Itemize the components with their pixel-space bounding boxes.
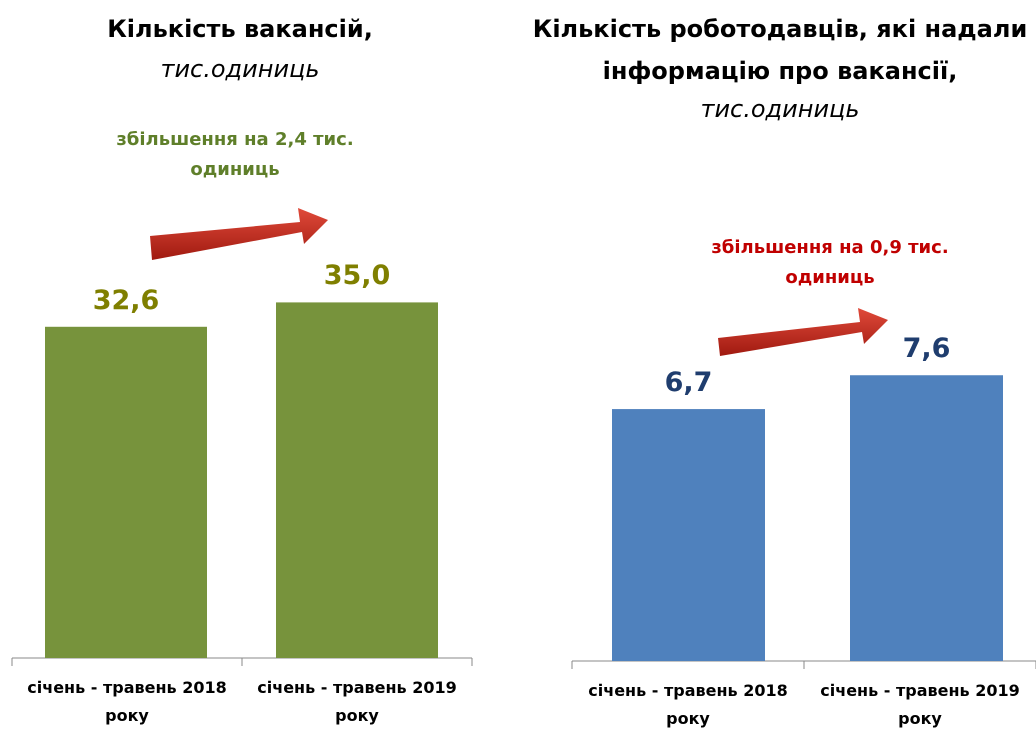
x-tick-label: січень - травень 2019 року <box>257 678 457 725</box>
bar <box>850 375 1003 661</box>
value-label: 35,0 <box>323 260 391 292</box>
value-label: 6,7 <box>664 367 713 399</box>
chart-subtitle: тис.одиниць <box>700 95 860 123</box>
chart-title: Кількість вакансій, <box>107 15 373 43</box>
arrow <box>718 308 888 356</box>
bar <box>45 326 207 658</box>
annotation: збільшення на 2,4 тис. одиниць <box>116 129 354 180</box>
annotation: збільшення на 0,9 тис. одиниць <box>711 237 949 288</box>
x-tick-label: січень - травень 2018 року <box>27 678 227 725</box>
x-tick-label: січень - травень 2019 року <box>820 681 1020 728</box>
chart-title: Кількість роботодавців, які надали інфор… <box>532 15 1028 85</box>
arrow <box>150 208 328 260</box>
chart-subtitle: тис.одиниць <box>160 55 320 83</box>
value-label: 7,6 <box>902 333 951 365</box>
bar <box>612 409 765 661</box>
value-label: 32,6 <box>92 284 160 316</box>
bar <box>276 302 438 658</box>
x-tick-label: січень - травень 2018 року <box>588 681 788 728</box>
